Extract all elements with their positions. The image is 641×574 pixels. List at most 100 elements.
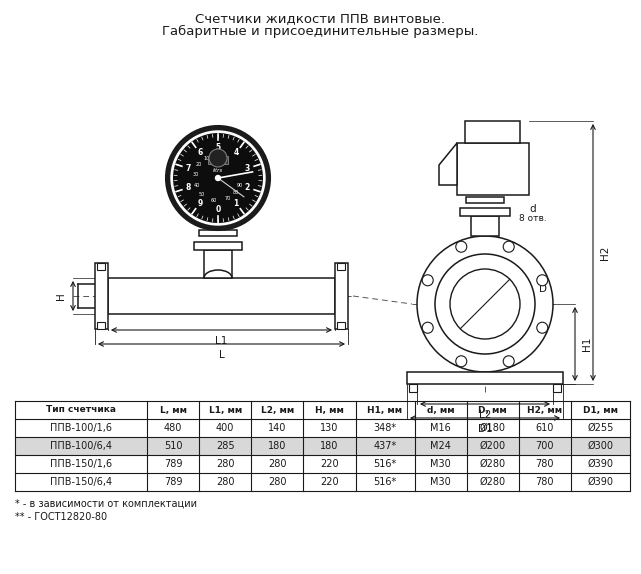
Text: ППВ-100/6,4: ППВ-100/6,4 <box>50 441 112 451</box>
Text: L1: L1 <box>215 336 228 346</box>
Text: 50: 50 <box>199 192 205 197</box>
Bar <box>457 143 529 195</box>
Circle shape <box>537 322 548 333</box>
Text: 70: 70 <box>224 196 231 201</box>
Text: Ø390: Ø390 <box>587 477 613 487</box>
Bar <box>108 278 335 314</box>
Text: 516*: 516* <box>374 477 397 487</box>
Text: Ø280: Ø280 <box>479 459 506 469</box>
Bar <box>15 437 630 455</box>
Bar <box>199 230 237 236</box>
Text: 5: 5 <box>215 142 221 152</box>
Bar <box>471 216 499 236</box>
Text: H: H <box>56 292 66 300</box>
Text: 8 отв.: 8 отв. <box>519 214 547 223</box>
Text: L1, мм: L1, мм <box>208 405 242 414</box>
Text: 280: 280 <box>268 459 287 469</box>
Text: d: d <box>529 204 537 214</box>
Bar <box>97 322 105 329</box>
Text: 10: 10 <box>203 156 210 161</box>
Text: 20: 20 <box>196 162 203 167</box>
Text: 780: 780 <box>536 459 554 469</box>
Text: 60: 60 <box>211 198 217 203</box>
Polygon shape <box>439 143 457 185</box>
Circle shape <box>422 322 433 333</box>
Text: L, мм: L, мм <box>160 405 187 414</box>
Circle shape <box>456 241 467 252</box>
Text: 516*: 516* <box>374 459 397 469</box>
Text: 280: 280 <box>216 477 235 487</box>
Text: D: D <box>539 284 547 294</box>
Bar <box>204 250 232 278</box>
Text: H2: H2 <box>600 245 610 259</box>
Text: 30: 30 <box>192 172 199 177</box>
Bar <box>553 384 561 392</box>
Circle shape <box>173 133 263 223</box>
Text: 3: 3 <box>245 164 250 173</box>
Text: 480: 480 <box>164 423 182 433</box>
Circle shape <box>166 126 270 230</box>
Bar <box>194 242 242 250</box>
Text: 220: 220 <box>320 477 338 487</box>
Circle shape <box>422 275 433 286</box>
Text: H1: H1 <box>582 337 592 351</box>
Circle shape <box>209 149 227 167</box>
Bar <box>466 197 504 203</box>
Text: 180: 180 <box>268 441 287 451</box>
Text: М24: М24 <box>430 441 451 451</box>
Text: 780: 780 <box>536 477 554 487</box>
Text: D1: D1 <box>478 424 492 434</box>
Text: ППВ-150/1,6: ППВ-150/1,6 <box>50 459 112 469</box>
Text: 700: 700 <box>536 441 554 451</box>
Bar <box>407 372 563 384</box>
Text: 130: 130 <box>320 423 338 433</box>
Circle shape <box>456 356 467 367</box>
Circle shape <box>537 275 548 286</box>
Text: 220: 220 <box>320 459 338 469</box>
Bar <box>460 208 510 216</box>
Text: 8: 8 <box>186 183 191 192</box>
Circle shape <box>503 356 514 367</box>
Text: ППВ-150/6,4: ППВ-150/6,4 <box>50 477 112 487</box>
Bar <box>337 322 345 329</box>
Circle shape <box>450 269 520 339</box>
Text: Счетчики жидкости ППВ винтовые.: Счетчики жидкости ППВ винтовые. <box>195 12 445 25</box>
Text: 40: 40 <box>194 183 199 188</box>
Text: 280: 280 <box>216 459 235 469</box>
Circle shape <box>503 241 514 252</box>
Text: 348*: 348* <box>374 423 397 433</box>
Text: 9: 9 <box>197 199 203 208</box>
Circle shape <box>215 176 221 180</box>
Text: 789: 789 <box>164 459 182 469</box>
Circle shape <box>435 254 535 354</box>
Bar <box>337 263 345 270</box>
Text: 789: 789 <box>164 477 182 487</box>
Text: L: L <box>219 350 224 360</box>
Text: Ø255: Ø255 <box>587 423 613 433</box>
Text: L2: L2 <box>479 410 491 420</box>
Bar <box>335 263 348 329</box>
Text: М16: М16 <box>430 423 451 433</box>
Text: Ø390: Ø390 <box>587 459 613 469</box>
Text: 90: 90 <box>237 183 243 188</box>
Text: Габаритные и присоединительные размеры.: Габаритные и присоединительные размеры. <box>162 25 478 38</box>
Bar <box>409 384 417 392</box>
Text: 2: 2 <box>245 183 250 192</box>
Text: ** - ГОСТ12820-80: ** - ГОСТ12820-80 <box>15 512 107 522</box>
Text: H1, мм: H1, мм <box>367 405 403 414</box>
Text: Ø180: Ø180 <box>479 423 506 433</box>
Circle shape <box>417 236 553 372</box>
Text: Тип счетчика: Тип счетчика <box>46 405 116 414</box>
Text: М30: М30 <box>430 477 451 487</box>
Bar <box>97 263 105 270</box>
Text: 180: 180 <box>320 441 338 451</box>
Text: L2, мм: L2, мм <box>261 405 294 414</box>
Text: * - в зависимости от комплектации: * - в зависимости от комплектации <box>15 499 197 509</box>
Text: litrs: litrs <box>213 168 223 173</box>
Bar <box>465 121 520 143</box>
Text: H, мм: H, мм <box>315 405 344 414</box>
Text: 140: 140 <box>268 423 287 433</box>
Text: 7: 7 <box>186 164 191 173</box>
Text: 400: 400 <box>216 423 235 433</box>
Text: D, мм: D, мм <box>478 405 507 414</box>
